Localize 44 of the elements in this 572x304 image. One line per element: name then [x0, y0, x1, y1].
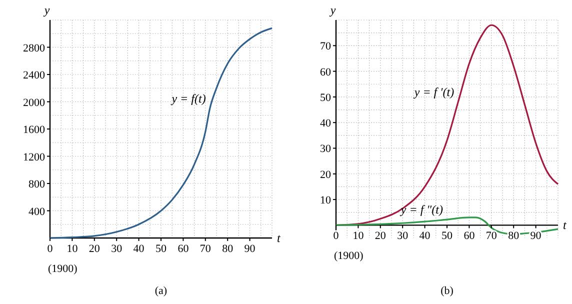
x-tick-label: 0 — [333, 230, 340, 242]
y-tick-label: 40 — [320, 118, 332, 130]
x-tick-label: 60 — [178, 243, 190, 255]
x-tick-label: 80 — [222, 243, 234, 255]
x-axis-title: t — [563, 218, 567, 232]
x-tick-label: 90 — [530, 230, 542, 242]
y-axis-title: y — [329, 3, 336, 17]
x-tick-label: 30 — [111, 243, 123, 255]
series-label: y = f(t) — [170, 92, 206, 106]
x-tick-label: 70 — [486, 230, 498, 242]
y-tick-label: 1200 — [23, 151, 46, 164]
y-axis-title: y — [43, 3, 50, 17]
x-tick-label: 50 — [442, 230, 453, 242]
text: (b) — [440, 285, 454, 297]
y-tick-label: 2800 — [23, 42, 46, 54]
series-label: y = f ′(t) — [413, 85, 454, 100]
y-tick-label: 2400 — [23, 70, 46, 82]
x-tick-label: 20 — [374, 230, 386, 242]
y-tick-label: 70 — [320, 40, 332, 53]
series-label: y = f ″(t) — [400, 202, 443, 217]
x-tick-label: 0 — [47, 243, 54, 255]
y-tick-label: 10 — [320, 194, 332, 207]
x-tick-label: 50 — [156, 243, 167, 255]
text: (1900) — [48, 263, 78, 275]
y-tick-label: 400 — [28, 206, 46, 218]
x-tick-label: 40 — [133, 243, 145, 255]
y-tick-label: 50 — [320, 92, 332, 104]
x-tick-label: 40 — [419, 230, 431, 242]
x-tick-label: 70 — [200, 243, 212, 255]
y-tick-label: 60 — [320, 66, 332, 78]
text: (1900) — [334, 250, 364, 262]
x-tick-label: 60 — [464, 230, 476, 242]
y-tick-label: 1600 — [23, 124, 46, 136]
x-tick-label: 20 — [88, 243, 100, 255]
y-tick-label: 800 — [28, 178, 46, 190]
x-tick-label: 10 — [352, 230, 364, 242]
y-tick-label: 2000 — [23, 96, 46, 109]
x-tick-label: 30 — [397, 230, 409, 242]
x-axis-title: t — [277, 231, 281, 245]
y-tick-label: 30 — [320, 143, 332, 156]
y-tick-label: 20 — [320, 168, 332, 181]
x-tick-label: 90 — [244, 243, 256, 255]
text: (a) — [154, 285, 168, 297]
x-tick-label: 10 — [66, 243, 78, 255]
